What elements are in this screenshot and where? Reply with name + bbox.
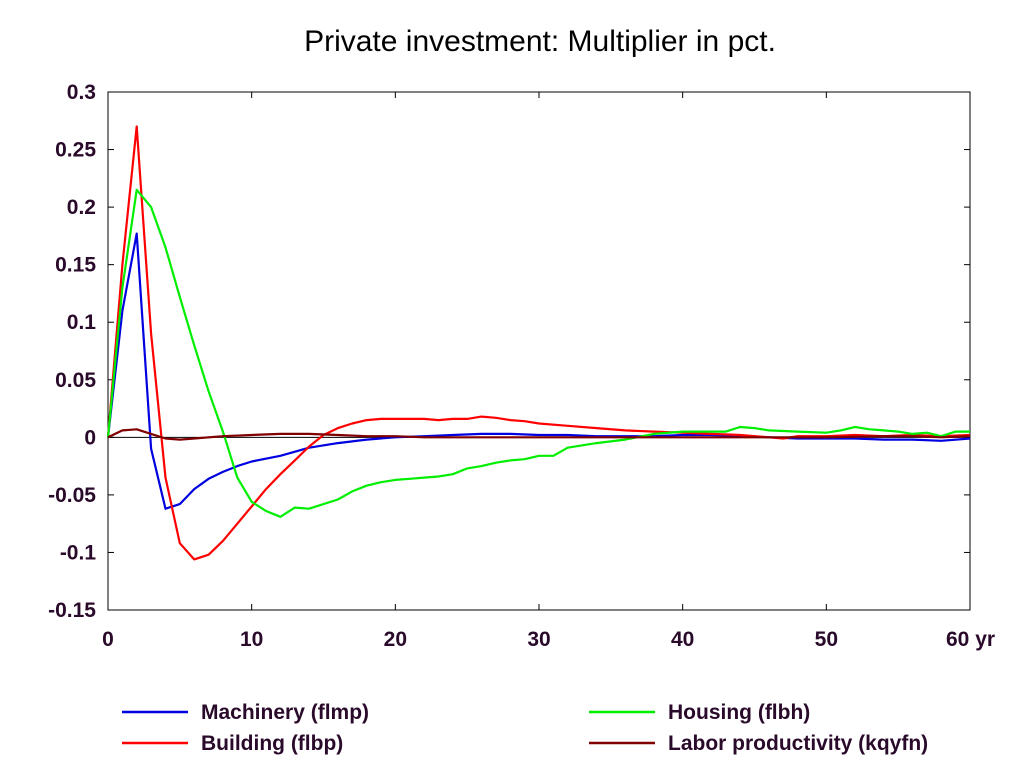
y-tick-label: 0.2 — [67, 196, 96, 219]
y-tick-label: 0.05 — [55, 369, 96, 392]
plot-frame — [107, 91, 971, 611]
legend-label: Building (flbp) — [201, 732, 343, 755]
x-tick-label: 40 — [671, 628, 694, 651]
legend-label: Labor productivity (kqyfn) — [668, 732, 928, 755]
y-tick-label: 0.3 — [67, 81, 96, 104]
series-line-4 — [107, 428, 971, 441]
legend-entry: Housing (flbh) — [589, 701, 810, 724]
plot-area: 0.3 0.25 0.2 0.15 0.1 0.05 0 -0.05 -0.1 -0.15 0 10 2… — [48, 81, 995, 651]
x-tick-label: 20 — [384, 628, 407, 651]
y-tick-label: 0.15 — [55, 254, 96, 277]
x-tick-label: 50 — [815, 628, 838, 651]
x-tick-label: 60 yr — [946, 628, 995, 651]
x-tick-label: 30 — [527, 628, 550, 651]
chart-title: Private investment: Multiplier in pct. — [304, 25, 776, 58]
series-line-1 — [106, 232, 971, 510]
legend: Machinery (flmp) Building (flbp) Housing (… — [122, 701, 928, 755]
y-tick-label: -0.15 — [48, 599, 96, 622]
y-tick-label: 0 — [84, 426, 96, 449]
legend-entry: Building (flbp) — [122, 732, 343, 755]
y-tick-label: -0.05 — [48, 484, 96, 507]
y-tick-label: -0.1 — [60, 541, 97, 564]
x-tick-label: 0 — [102, 628, 114, 651]
legend-entry: Machinery (flmp) — [122, 701, 369, 724]
y-tick-label: 0.1 — [67, 311, 97, 334]
x-tick-label: 10 — [240, 628, 263, 651]
legend-label: Housing (flbh) — [668, 701, 810, 724]
legend-entry: Labor productivity (kqyfn) — [589, 732, 928, 755]
series-line-3 — [106, 188, 970, 518]
y-tick-label: 0.25 — [55, 139, 96, 162]
series-line-2 — [106, 125, 971, 561]
legend-label: Machinery (flmp) — [201, 701, 369, 724]
